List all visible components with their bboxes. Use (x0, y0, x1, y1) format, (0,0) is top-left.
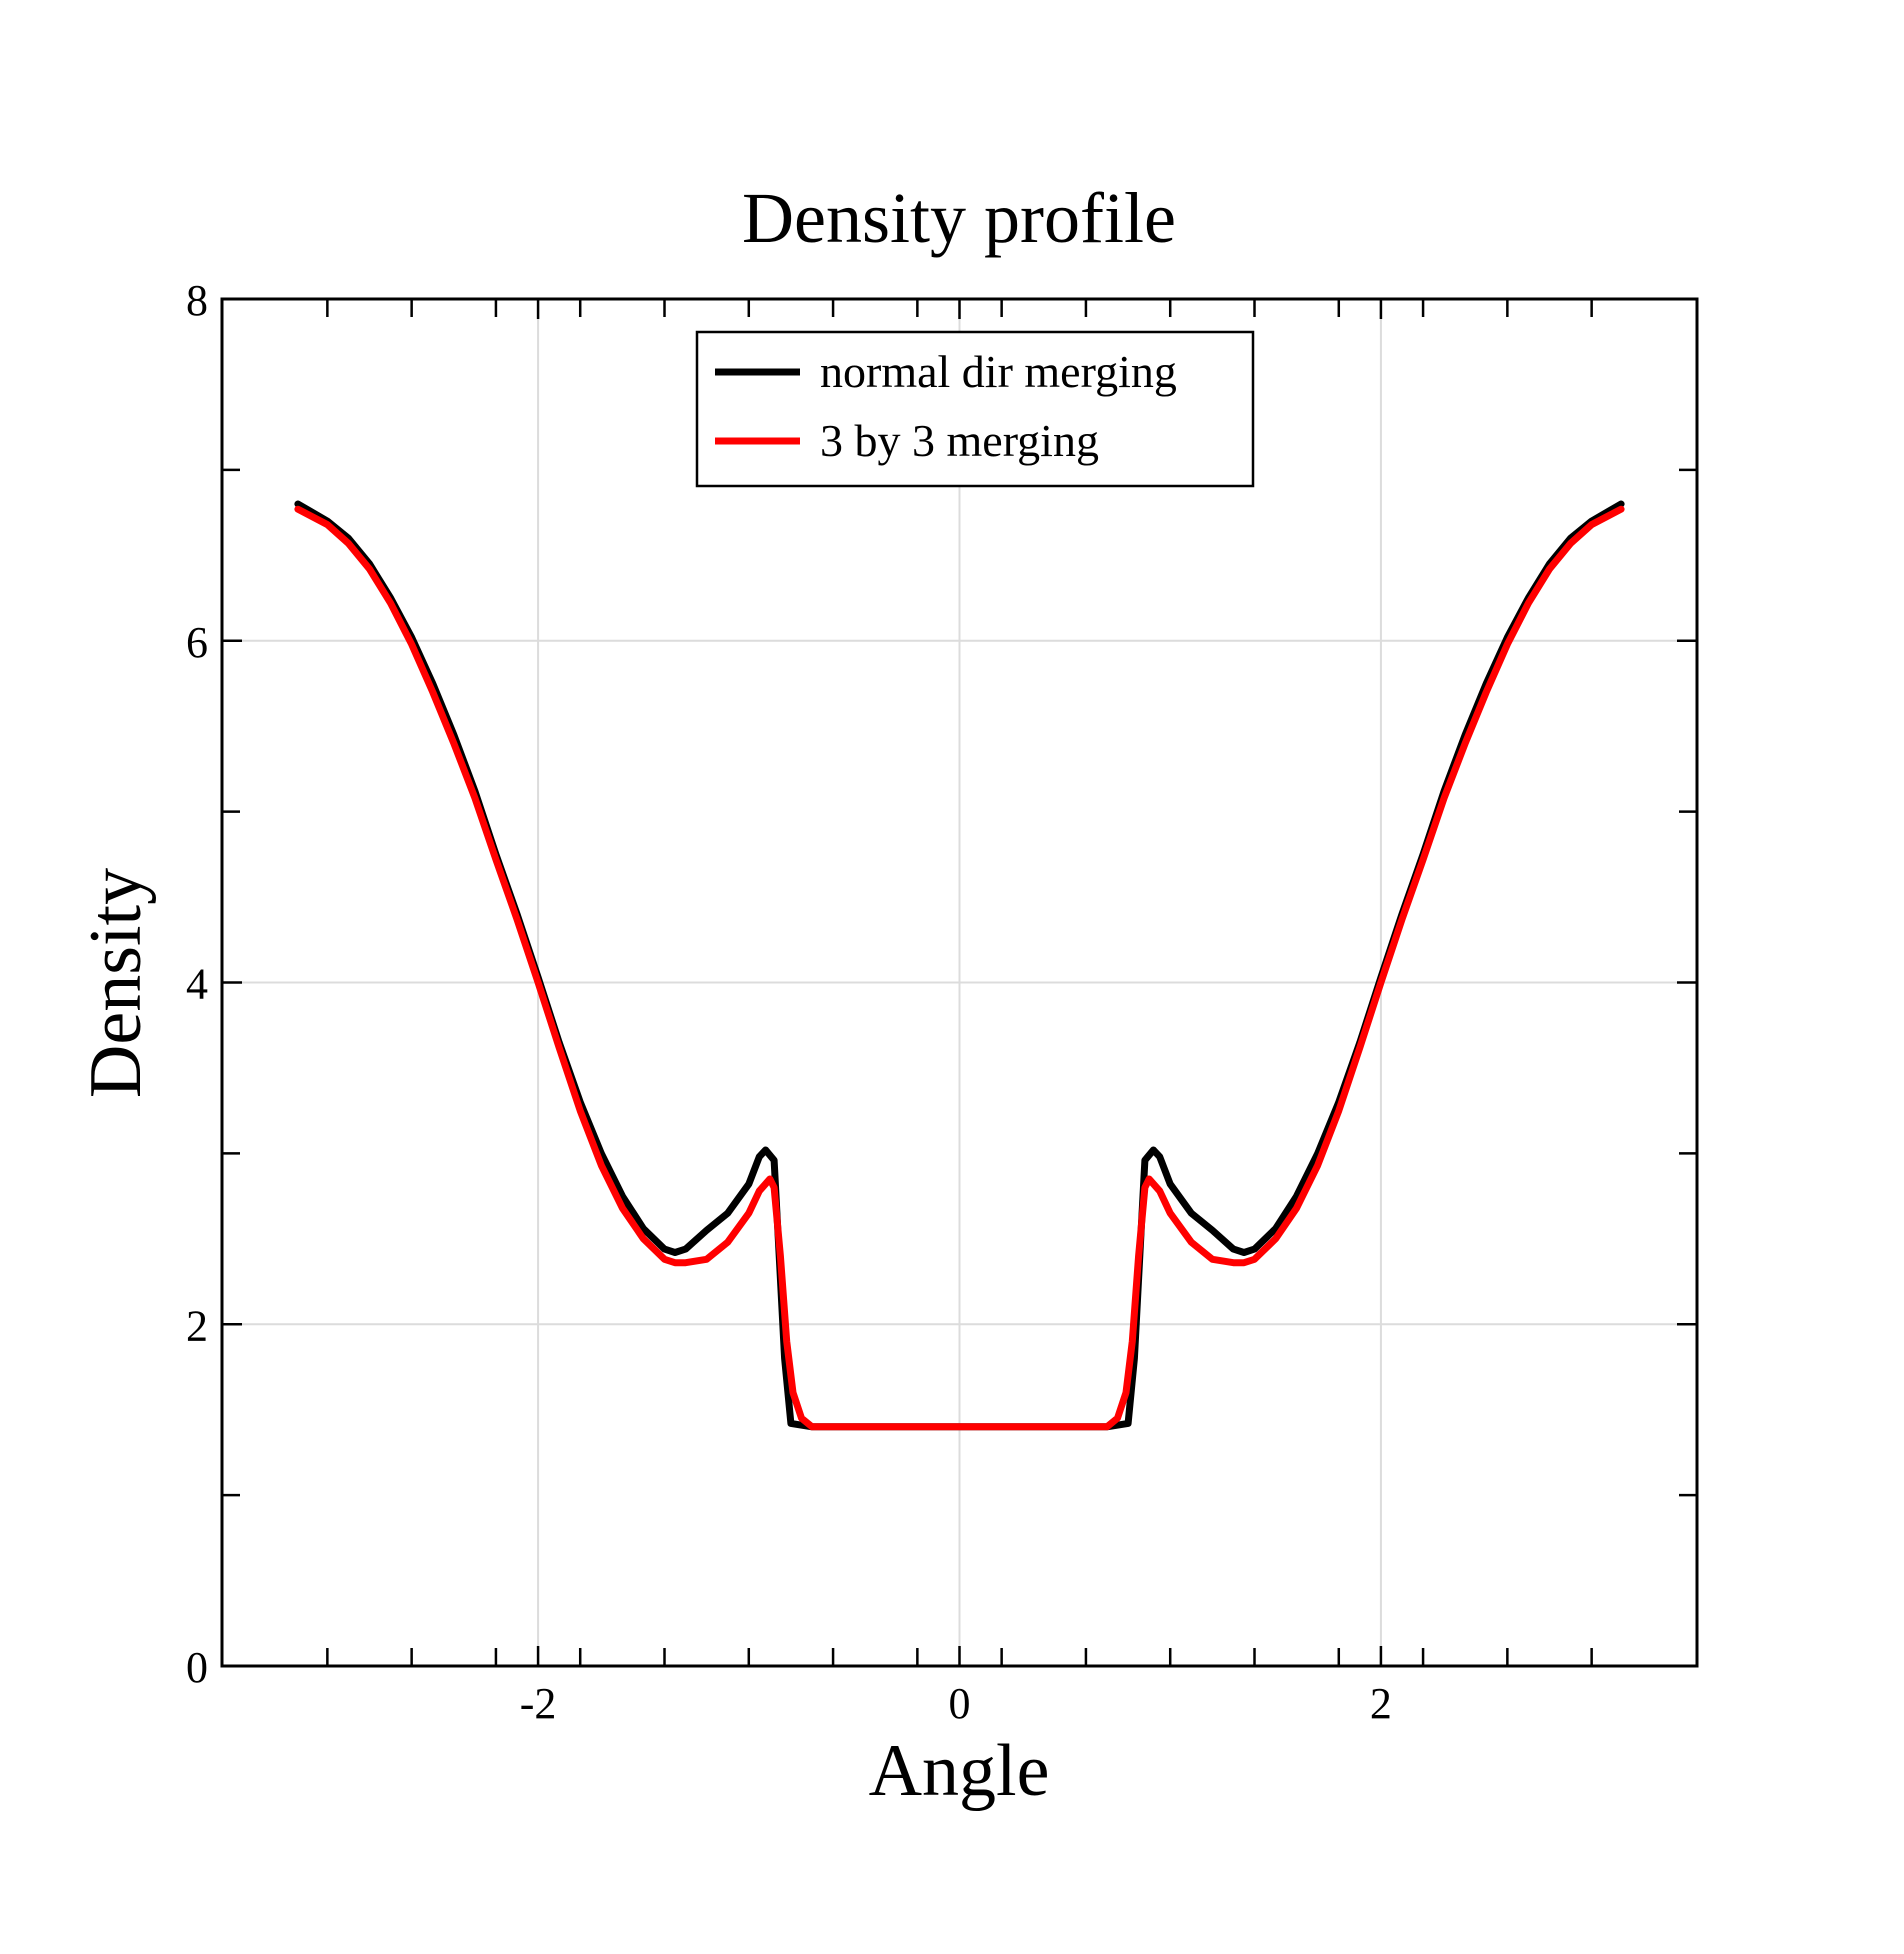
tick-labels: -2 0 2 0 2 4 6 8 (186, 276, 1392, 1728)
y-tick-label: 8 (186, 276, 208, 325)
y-tick-label: 0 (186, 1643, 208, 1692)
chart-title: Density profile (742, 178, 1176, 258)
x-tick-label: -2 (520, 1679, 557, 1728)
legend: normal dir merging 3 by 3 merging (695, 330, 1255, 488)
series-lines (294, 500, 1625, 1431)
y-tick-label: 4 (186, 960, 208, 1009)
y-tick-label: 2 (186, 1301, 208, 1350)
legend-box (695, 330, 1255, 488)
legend-label-normal-dir-merging: normal dir merging (820, 346, 1177, 397)
x-tick-label: 0 (949, 1679, 971, 1728)
y-axis-title: Density (75, 868, 157, 1098)
y-tick-label: 6 (186, 618, 208, 667)
legend-label-3-by-3-merging: 3 by 3 merging (820, 415, 1099, 466)
series-line-3-by-3-merging (294, 505, 1625, 1431)
x-axis-title: Angle (869, 1730, 1050, 1812)
x-tick-label: 2 (1370, 1679, 1392, 1728)
axis-ticks (222, 297, 1697, 1668)
grid (222, 299, 1697, 1666)
